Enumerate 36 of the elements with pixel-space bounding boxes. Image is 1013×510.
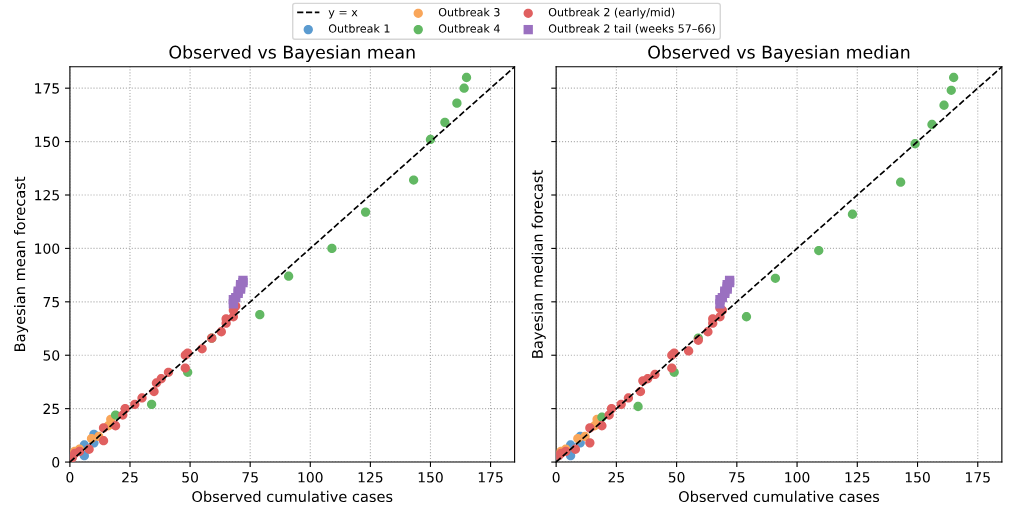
y-tick-label: 175 bbox=[35, 83, 59, 94]
x-tick-label: 75 bbox=[242, 472, 258, 483]
y-tick-label: 25 bbox=[43, 403, 59, 415]
legend-label: y = x bbox=[328, 10, 358, 19]
x-tick-label: 0 bbox=[66, 472, 74, 483]
x-tick-label: 25 bbox=[122, 472, 138, 483]
legend-label: Outbreak 1 bbox=[328, 24, 390, 33]
x-tick-label: 150 bbox=[905, 472, 930, 483]
x-tick-label: 175 bbox=[966, 472, 990, 483]
x-tick-label: 0 bbox=[552, 472, 560, 483]
x-tick-label: 50 bbox=[182, 472, 198, 483]
x-tick-label: 150 bbox=[418, 472, 443, 483]
x-axis-title: Observed cumulative cases bbox=[679, 490, 880, 503]
y-tick-label: 125 bbox=[35, 189, 59, 201]
y-axis-title: Bayesian median forecast bbox=[531, 170, 546, 358]
y-tick-label: 0 bbox=[52, 457, 60, 468]
x-tick-label: 125 bbox=[845, 472, 870, 483]
chart-title: Observed vs Bayesian mean bbox=[169, 45, 415, 63]
y-axis-title: Bayesian mean forecast bbox=[13, 176, 29, 351]
x-tick-label: 25 bbox=[608, 472, 624, 483]
x-tick-label: 100 bbox=[298, 472, 323, 483]
legend-label: Outbreak 2 (early/mid) bbox=[548, 7, 675, 19]
x-tick-label: 125 bbox=[358, 472, 383, 483]
legend-label: Outbreak 2 tail (weeks 57–66) bbox=[548, 24, 715, 34]
y-tick-label: 150 bbox=[35, 136, 60, 148]
x-tick-label: 50 bbox=[668, 472, 685, 483]
chart-title: Observed vs Bayesian median bbox=[648, 45, 910, 63]
y-tick-label: 50 bbox=[43, 350, 60, 361]
legend-label: Outbreak 4 bbox=[438, 24, 500, 33]
x-tick-label: 175 bbox=[478, 472, 503, 483]
y-tick-label: 100 bbox=[35, 243, 60, 254]
x-tick-label: 100 bbox=[785, 472, 810, 483]
legend-label: Outbreak 3 bbox=[438, 7, 500, 17]
x-tick-label: 75 bbox=[729, 472, 745, 483]
x-axis-title: Observed cumulative cases bbox=[192, 490, 393, 503]
y-tick-label: 75 bbox=[43, 296, 59, 308]
